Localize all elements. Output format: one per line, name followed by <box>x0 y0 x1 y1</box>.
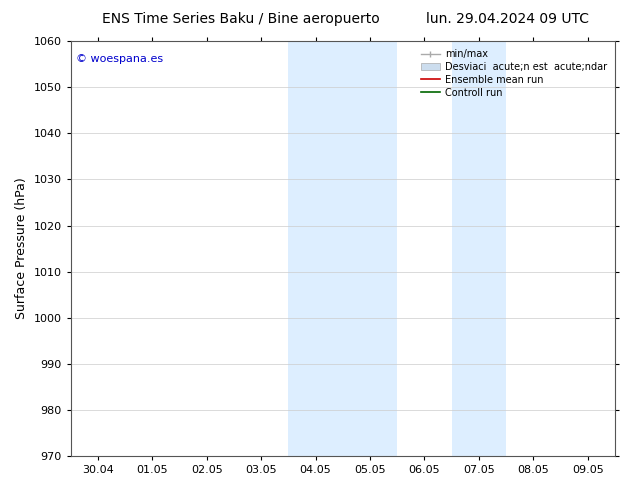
Bar <box>451 41 506 456</box>
Y-axis label: Surface Pressure (hPa): Surface Pressure (hPa) <box>15 178 28 319</box>
Text: ENS Time Series Baku / Bine aeropuerto: ENS Time Series Baku / Bine aeropuerto <box>102 12 380 26</box>
Legend: min/max, Desviaci  acute;n est  acute;ndar, Ensemble mean run, Controll run: min/max, Desviaci acute;n est acute;ndar… <box>418 46 610 100</box>
Text: © woespana.es: © woespana.es <box>76 54 164 64</box>
Text: lun. 29.04.2024 09 UTC: lun. 29.04.2024 09 UTC <box>425 12 589 26</box>
Bar <box>288 41 397 456</box>
